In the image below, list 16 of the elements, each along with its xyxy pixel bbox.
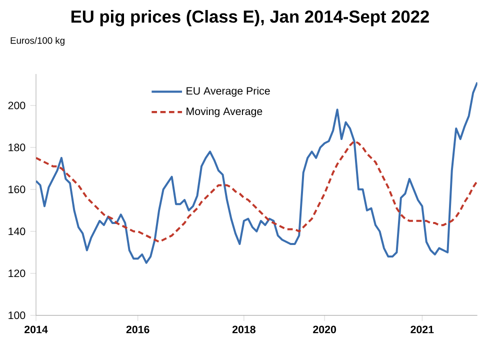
y-axis-title: Euros/100 kg: [10, 36, 64, 46]
line-series: [36, 81, 478, 264]
legend-label: EU Average Price: [186, 86, 270, 97]
legend-label: Moving Average: [186, 107, 262, 118]
y-tick-label: 100: [8, 312, 26, 320]
x-tick-label: 2021: [410, 326, 434, 334]
y-tick-label: 200: [8, 102, 26, 110]
x-tick-label: 2014: [24, 326, 48, 334]
y-tick-label: 160: [8, 186, 26, 194]
x-tick-label: 2016: [126, 326, 150, 334]
x-tick-label: 2018: [232, 326, 256, 334]
y-tick-label: 180: [8, 144, 26, 152]
y-tick-label: 140: [8, 228, 26, 236]
x-tick-label: 2020: [313, 326, 336, 334]
y-tick-label: 120: [8, 270, 26, 278]
chart-title: EU pig prices (Class E), Jan 2014-Sept 2022: [71, 10, 429, 26]
